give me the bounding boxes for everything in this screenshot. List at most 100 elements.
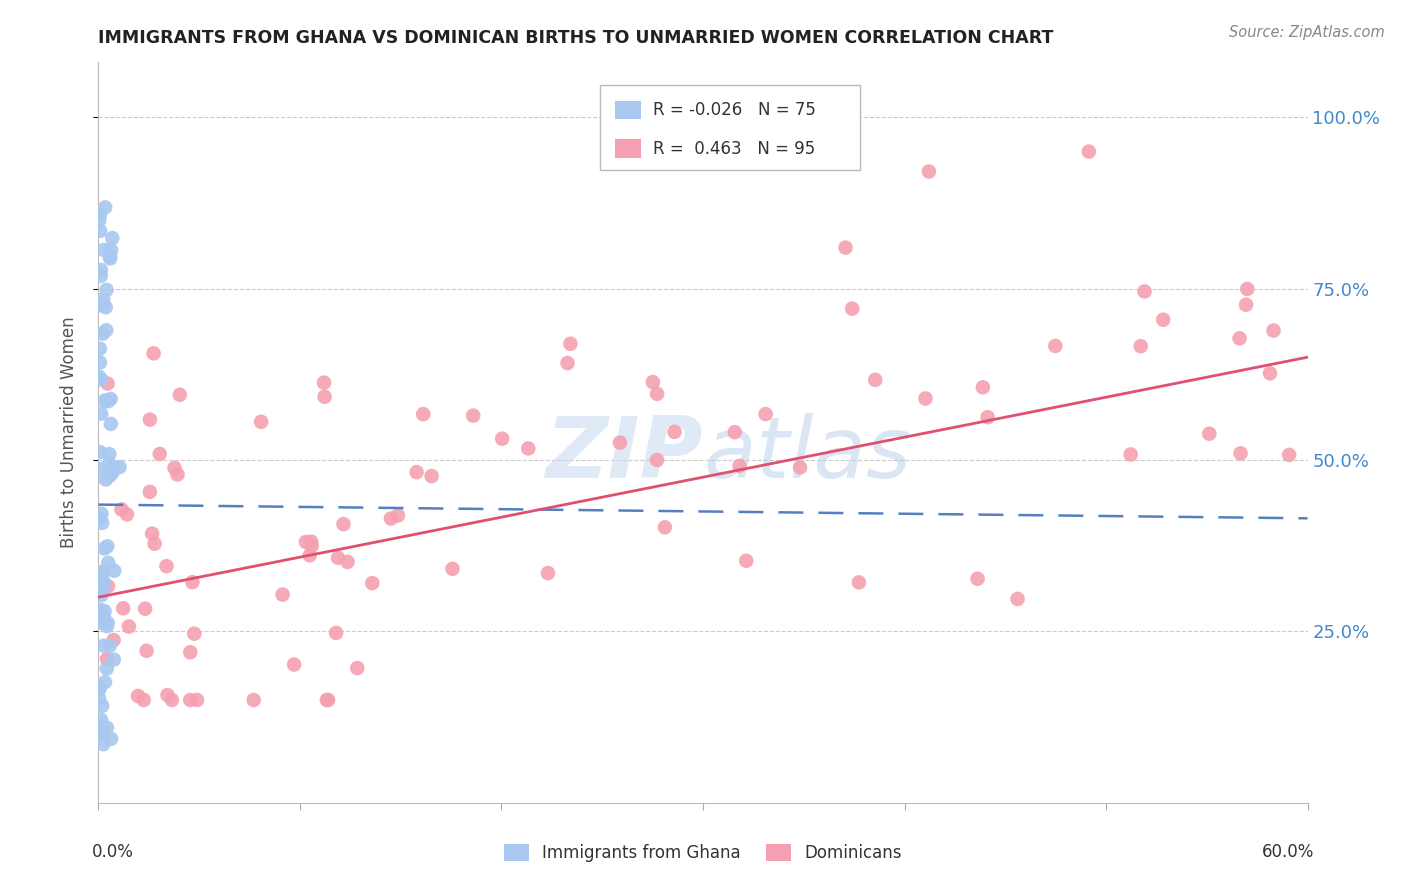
Point bbox=[557, 356, 579, 370]
Point bbox=[89, 462, 111, 476]
Point bbox=[380, 511, 402, 525]
Point bbox=[966, 572, 988, 586]
Point bbox=[298, 548, 321, 562]
Point bbox=[160, 693, 183, 707]
Point bbox=[609, 435, 631, 450]
Point bbox=[312, 376, 335, 390]
Point bbox=[664, 425, 686, 439]
Point bbox=[755, 407, 778, 421]
Point bbox=[841, 301, 863, 316]
Point bbox=[914, 392, 936, 406]
Point bbox=[100, 731, 122, 746]
Text: 0.0%: 0.0% bbox=[91, 843, 134, 861]
Point bbox=[91, 584, 114, 599]
Point bbox=[139, 412, 162, 426]
Point bbox=[89, 681, 111, 695]
Point bbox=[735, 554, 758, 568]
Text: Source: ZipAtlas.com: Source: ZipAtlas.com bbox=[1229, 25, 1385, 40]
Point bbox=[94, 201, 117, 215]
Point bbox=[834, 241, 856, 255]
Point bbox=[1229, 446, 1251, 460]
Point bbox=[183, 626, 205, 640]
Point bbox=[90, 263, 112, 277]
Point bbox=[93, 723, 115, 738]
Point bbox=[96, 376, 118, 391]
Point bbox=[271, 588, 294, 602]
Point bbox=[110, 502, 132, 516]
Point bbox=[250, 415, 273, 429]
Point bbox=[96, 721, 118, 735]
Point bbox=[87, 369, 110, 384]
Point bbox=[789, 460, 811, 475]
Point bbox=[93, 576, 115, 591]
Point bbox=[918, 164, 941, 178]
Point bbox=[641, 375, 664, 389]
Point bbox=[91, 566, 114, 581]
Point bbox=[179, 645, 201, 659]
Point bbox=[89, 355, 111, 369]
Point bbox=[560, 336, 582, 351]
Point bbox=[90, 718, 112, 732]
Point bbox=[972, 380, 994, 394]
Point bbox=[87, 298, 110, 312]
Point bbox=[169, 388, 191, 402]
Point bbox=[90, 603, 112, 617]
Point bbox=[97, 556, 120, 570]
Point bbox=[91, 698, 114, 713]
Point bbox=[135, 644, 157, 658]
Point bbox=[118, 619, 141, 633]
Point bbox=[149, 447, 172, 461]
Point bbox=[654, 520, 676, 534]
Point bbox=[441, 562, 464, 576]
Point bbox=[463, 409, 485, 423]
Point bbox=[139, 484, 162, 499]
Point bbox=[295, 535, 318, 549]
Point bbox=[325, 626, 347, 640]
Point bbox=[387, 508, 409, 523]
Point bbox=[316, 693, 339, 707]
Point bbox=[1077, 145, 1099, 159]
Point bbox=[87, 512, 110, 526]
Point bbox=[94, 473, 117, 487]
Point bbox=[97, 579, 120, 593]
Point bbox=[283, 657, 305, 672]
Point bbox=[96, 652, 118, 666]
Point bbox=[91, 516, 114, 530]
Point bbox=[93, 609, 115, 624]
Point bbox=[89, 582, 111, 596]
Point bbox=[1229, 331, 1251, 345]
Point bbox=[166, 467, 188, 482]
Point bbox=[89, 213, 111, 227]
Point bbox=[141, 526, 163, 541]
Point bbox=[420, 469, 443, 483]
Point bbox=[94, 393, 117, 408]
Point bbox=[89, 445, 111, 459]
Point bbox=[179, 693, 201, 707]
Point bbox=[724, 425, 747, 439]
Point bbox=[976, 410, 998, 425]
Point bbox=[89, 342, 111, 356]
Point bbox=[97, 615, 120, 630]
Point bbox=[848, 575, 870, 590]
Point bbox=[242, 693, 264, 707]
Point bbox=[1133, 285, 1156, 299]
Point bbox=[155, 559, 177, 574]
Point bbox=[90, 713, 112, 727]
Point bbox=[1198, 426, 1220, 441]
Point bbox=[91, 293, 114, 307]
Point bbox=[94, 300, 117, 314]
Point bbox=[645, 387, 668, 401]
Point bbox=[91, 298, 114, 312]
Point bbox=[101, 231, 124, 245]
Text: R =  0.463   N = 95: R = 0.463 N = 95 bbox=[654, 139, 815, 158]
Point bbox=[103, 633, 125, 648]
Point bbox=[100, 244, 122, 258]
Point bbox=[181, 575, 204, 590]
Point bbox=[1263, 324, 1285, 338]
Point bbox=[1119, 447, 1142, 461]
Y-axis label: Births to Unmarried Women: Births to Unmarried Women bbox=[59, 317, 77, 549]
Point bbox=[315, 693, 337, 707]
Text: R = -0.026   N = 75: R = -0.026 N = 75 bbox=[654, 101, 817, 120]
Point bbox=[98, 457, 121, 471]
Point bbox=[98, 468, 121, 483]
